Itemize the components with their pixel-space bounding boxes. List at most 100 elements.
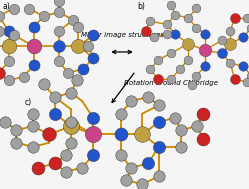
Point — [186, 58, 190, 61]
Point — [195, 125, 199, 128]
Point — [31, 112, 35, 115]
Point — [0, 71, 1, 74]
Point — [190, 84, 194, 87]
Point — [169, 4, 173, 7]
Point — [148, 68, 152, 71]
Point — [64, 154, 68, 157]
Point — [69, 120, 73, 123]
Point — [76, 26, 80, 29]
Point — [157, 104, 161, 107]
Point — [53, 95, 57, 98]
Point — [179, 145, 183, 148]
Point — [119, 133, 123, 136]
Point — [80, 166, 84, 169]
Point — [201, 112, 205, 115]
Text: Rotation around CN bridge: Rotation around CN bridge — [124, 80, 218, 86]
Point — [7, 79, 11, 82]
Point — [124, 179, 128, 182]
Point — [12, 33, 16, 36]
Point — [32, 26, 36, 29]
Point — [86, 45, 90, 48]
Point — [119, 112, 123, 115]
Point — [148, 20, 152, 23]
Point — [53, 112, 57, 115]
Point — [7, 30, 11, 33]
Point — [31, 145, 35, 148]
Point — [76, 45, 80, 48]
Point — [194, 74, 198, 77]
Point — [165, 33, 169, 36]
Point — [69, 125, 73, 128]
Point — [91, 154, 95, 157]
Point — [22, 75, 26, 78]
Point — [156, 77, 160, 81]
Point — [194, 26, 198, 29]
Point — [173, 33, 177, 36]
Point — [144, 29, 148, 32]
Point — [194, 7, 198, 10]
Point — [201, 137, 205, 140]
Point — [178, 68, 182, 71]
Point — [0, 30, 1, 33]
Point — [53, 162, 57, 165]
Point — [186, 16, 190, 19]
Point — [71, 18, 75, 21]
Point — [36, 166, 40, 169]
Point — [31, 125, 35, 128]
Point — [42, 83, 46, 86]
Point — [157, 174, 161, 177]
Text: c): c) — [25, 98, 32, 107]
Point — [245, 81, 249, 84]
Point — [233, 77, 237, 81]
Point — [220, 52, 224, 55]
Point — [241, 36, 245, 39]
Point — [3, 120, 7, 123]
Point — [203, 33, 207, 36]
Point — [173, 116, 177, 119]
Point — [57, 60, 61, 63]
Point — [57, 11, 61, 14]
Point — [57, 0, 61, 2]
Point — [81, 67, 85, 70]
Point — [27, 7, 31, 10]
Point — [203, 49, 207, 52]
Point — [42, 15, 46, 18]
Point — [7, 60, 11, 63]
Text: Mirror image structures: Mirror image structures — [81, 32, 163, 38]
Point — [152, 36, 156, 39]
Point — [47, 133, 51, 136]
Point — [57, 45, 61, 48]
Point — [157, 120, 161, 123]
Point — [169, 52, 173, 55]
Point — [57, 30, 61, 33]
Point — [14, 129, 18, 132]
Point — [91, 56, 95, 59]
Point — [69, 141, 73, 144]
Point — [203, 65, 207, 68]
Point — [75, 79, 79, 82]
Point — [241, 65, 245, 68]
Point — [140, 183, 144, 186]
Point — [32, 64, 36, 67]
Point — [157, 145, 161, 148]
Point — [173, 13, 177, 16]
Point — [69, 91, 73, 94]
Point — [186, 42, 190, 45]
Point — [146, 95, 150, 98]
Point — [156, 58, 160, 61]
Point — [14, 141, 18, 144]
Point — [129, 166, 133, 169]
Point — [140, 133, 144, 136]
Point — [0, 15, 1, 18]
Text: a): a) — [2, 2, 10, 11]
Point — [165, 23, 169, 26]
Point — [91, 116, 95, 119]
Point — [233, 16, 237, 19]
Point — [32, 45, 36, 48]
Point — [220, 39, 224, 42]
Point — [91, 33, 95, 36]
Point — [179, 129, 183, 132]
Point — [66, 71, 70, 74]
Point — [245, 16, 249, 19]
Point — [228, 29, 232, 32]
